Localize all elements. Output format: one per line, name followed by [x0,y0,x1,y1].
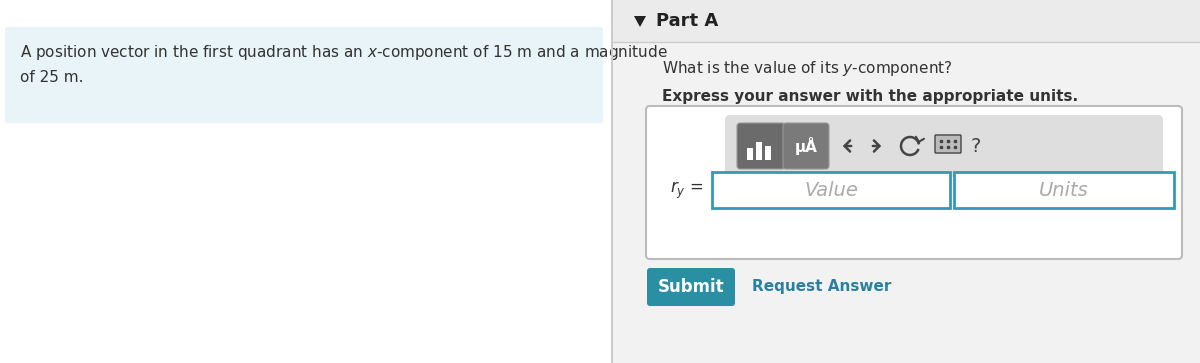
FancyBboxPatch shape [5,27,604,123]
Text: What is the value of its $y$-component?: What is the value of its $y$-component? [662,58,953,77]
Text: Request Answer: Request Answer [752,280,892,294]
Text: Units: Units [1039,180,1088,200]
Text: A position vector in the first quadrant has an $x$-component of 15 m and a magni: A position vector in the first quadrant … [20,42,667,61]
FancyBboxPatch shape [612,0,1200,363]
Text: Submit: Submit [658,278,725,296]
FancyBboxPatch shape [746,148,754,160]
FancyBboxPatch shape [647,268,734,306]
FancyBboxPatch shape [725,115,1163,177]
FancyBboxPatch shape [935,135,961,153]
FancyBboxPatch shape [712,172,950,208]
FancyBboxPatch shape [646,106,1182,259]
FancyBboxPatch shape [612,0,1200,42]
Text: Part A: Part A [656,12,719,30]
Text: μÅ: μÅ [794,137,817,155]
FancyBboxPatch shape [954,172,1174,208]
Text: $r_y$ =: $r_y$ = [670,179,703,201]
FancyBboxPatch shape [737,123,785,169]
Text: Express your answer with the appropriate units.: Express your answer with the appropriate… [662,89,1078,103]
FancyBboxPatch shape [756,142,762,160]
Text: Value: Value [804,180,858,200]
FancyBboxPatch shape [784,123,829,169]
Text: ?: ? [971,136,982,155]
FancyBboxPatch shape [766,146,772,160]
Text: of 25 m.: of 25 m. [20,70,84,86]
Polygon shape [634,16,646,27]
